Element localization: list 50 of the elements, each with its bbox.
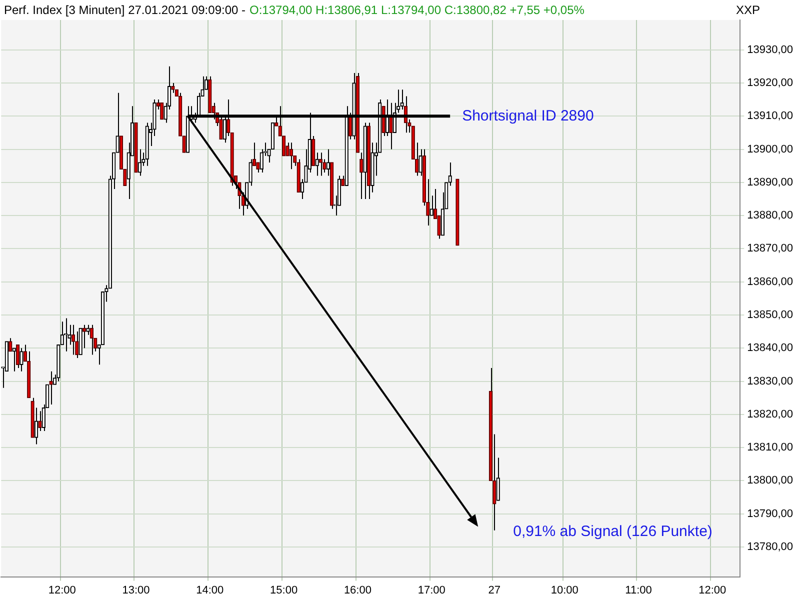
y-tick-label: 13790,00 xyxy=(747,508,794,520)
candlestick xyxy=(160,102,164,120)
candlestick xyxy=(448,162,452,186)
candlestick xyxy=(138,148,142,176)
y-tick-label: 13880,00 xyxy=(747,210,794,222)
x-tick-label: 10:00 xyxy=(550,584,578,596)
y-tick-label: 13900,00 xyxy=(747,143,794,156)
candlestick xyxy=(248,158,252,186)
x-tick-label: 17:00 xyxy=(418,584,446,596)
candlestick xyxy=(12,348,16,372)
y-tick-label: 13780,00 xyxy=(747,541,794,554)
candlestick xyxy=(34,407,38,445)
candlestick xyxy=(20,348,24,372)
candlestick xyxy=(116,92,120,154)
x-tick-label: 11:00 xyxy=(625,584,652,596)
y-tick-label: 13930,00 xyxy=(747,44,794,56)
candlestick xyxy=(318,152,323,176)
candlestick xyxy=(49,370,53,405)
y-tick-label: 13800,00 xyxy=(747,474,794,487)
y-tick-label: 13890,00 xyxy=(747,176,794,188)
candlestick xyxy=(400,89,404,110)
candlestick xyxy=(315,152,319,176)
y-tick-label: 13810,00 xyxy=(747,442,794,454)
x-tick-label: 27 xyxy=(488,584,501,596)
x-tick-label: 15:00 xyxy=(270,584,298,596)
y-tick-label: 13820,00 xyxy=(747,408,794,420)
candlestick xyxy=(326,148,330,176)
series-label: Shortsignal ID 2890 xyxy=(462,107,594,124)
annotation: 0,91% ab Signal (126 Punkte) xyxy=(513,522,712,540)
y-tick-label: 13830,00 xyxy=(747,375,794,388)
x-tick-label: 12:00 xyxy=(48,584,76,596)
y-axis-title: XXP xyxy=(736,3,760,17)
y-tick-label: 13920,00 xyxy=(747,77,794,90)
candlestick xyxy=(71,324,76,356)
candlestick xyxy=(430,195,434,216)
y-tick-label: 13840,00 xyxy=(747,342,794,354)
x-tick-label: 16:00 xyxy=(344,584,372,596)
candlestick xyxy=(260,148,264,173)
x-tick-label: 14:00 xyxy=(196,584,224,596)
y-tick-label: 13860,00 xyxy=(747,276,794,288)
x-tick-label: 12:00 xyxy=(698,584,726,596)
candlestick xyxy=(16,344,20,368)
x-tick-label: 13:00 xyxy=(122,584,150,596)
y-tick-label: 13870,00 xyxy=(747,242,794,255)
candlestick xyxy=(282,136,286,156)
chart-title: Perf. Index [3 Minuten] 27.01.2021 09:09:00 - xyxy=(4,3,246,17)
chart-subtitle: O:13794,00 H:13806,91 L:13794,00 C:13800,82 +7,55 +0,05% xyxy=(250,3,584,17)
candlestick xyxy=(86,324,90,336)
y-tick-label: 13910,00 xyxy=(747,110,794,122)
y-tick-label: 13850,00 xyxy=(747,309,794,322)
